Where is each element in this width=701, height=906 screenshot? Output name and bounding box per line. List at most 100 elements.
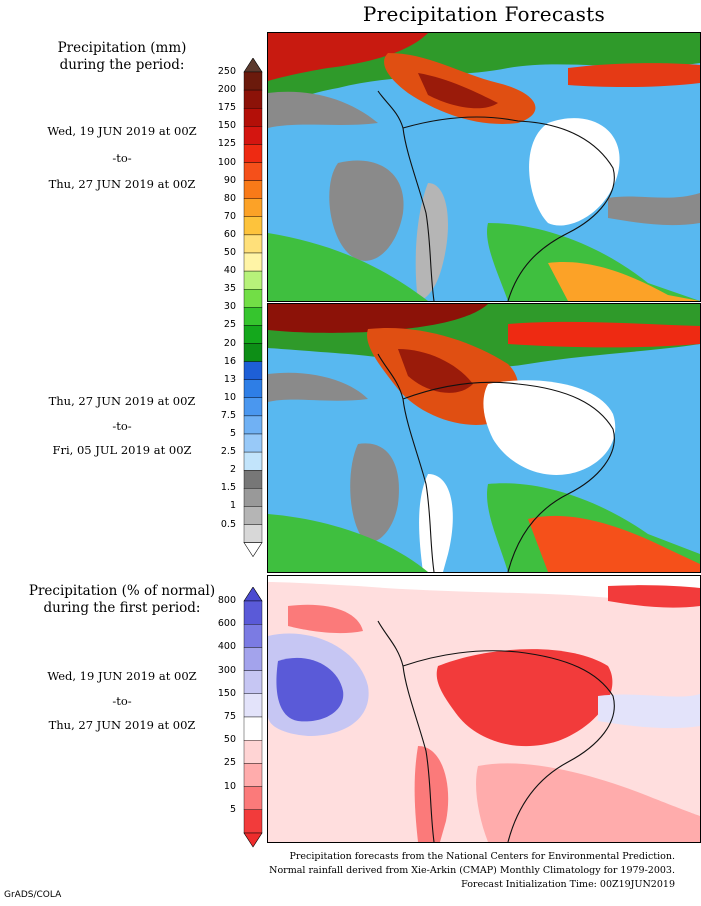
map-precip-week1 <box>267 32 701 302</box>
colorbar-tick-label: 2 <box>229 464 236 476</box>
footer-line-1: Precipitation forecasts from the Nationa… <box>289 851 676 862</box>
colorbar-swatch <box>243 89 263 109</box>
colorbar-swatch <box>243 763 263 787</box>
colorbar-pct <box>243 586 263 853</box>
colorbar-tick-label: 150 <box>217 687 236 699</box>
colorbar-swatch <box>243 670 263 694</box>
colorbar-swatch <box>243 234 263 254</box>
footer-line-2: Normal rainfall derived from Xie-Arkin (… <box>269 865 675 876</box>
colorbar-swatch <box>243 506 263 525</box>
colorbar-swatch <box>243 488 263 507</box>
colorbar-tick-label: 25 <box>223 319 236 331</box>
colorbar-tick-label: 300 <box>217 664 236 676</box>
colorbar-tick-label: 600 <box>217 618 236 630</box>
colorbar-tick-label: 800 <box>217 595 236 606</box>
colorbar-swatch <box>243 198 263 217</box>
colorbar-swatch <box>243 270 263 290</box>
map-precip-week2-svg <box>268 304 700 572</box>
colorbar-swatch <box>243 809 263 834</box>
period3-start: Wed, 19 JUN 2019 at 00Z <box>47 669 197 683</box>
colorbar-tick-label: 250 <box>217 66 236 77</box>
colorbar-tick-label: 5 <box>229 803 236 815</box>
colorbar-swatch <box>243 379 263 399</box>
colorbar-swatch <box>243 325 263 344</box>
colorbar-swatch <box>243 524 263 543</box>
colorbar-swatch <box>243 162 263 181</box>
colorbar-tick-label: 1 <box>229 500 236 512</box>
period1-sep: -to- <box>112 151 132 165</box>
colorbar-tick-label: 200 <box>217 84 236 96</box>
colorbar-swatch <box>243 361 263 380</box>
colorbar-swatch <box>243 470 263 489</box>
colorbar-tick-label: 16 <box>223 355 236 367</box>
map-precip-week2 <box>267 303 701 573</box>
colorbar-swatch <box>243 397 263 417</box>
colorbar-tick-label: 75 <box>223 711 236 722</box>
period1-start: Wed, 19 JUN 2019 at 00Z <box>47 124 197 138</box>
colorbar-swatch <box>243 433 263 453</box>
colorbar-swatch <box>243 343 263 362</box>
colorbar-tick-label: 60 <box>223 228 236 240</box>
heading-line-2: during the period: <box>59 57 185 73</box>
colorbar-tick-label: 10 <box>223 391 236 403</box>
colorbar-tick-label: 50 <box>223 734 236 746</box>
colorbar-tick-label: 7.5 <box>220 409 236 421</box>
colorbar-tick-label: 30 <box>223 301 236 313</box>
precip-amount-heading: Precipitation (mm) during the period: <box>0 40 244 74</box>
colorbar-tick-label: 125 <box>217 138 236 150</box>
colorbar-pct-svg <box>243 586 263 848</box>
precip-pct-heading: Precipitation (% of normal) during the f… <box>0 583 244 617</box>
colorbar-tick-label: 90 <box>223 174 236 186</box>
colorbar-arrow-top <box>243 57 263 73</box>
colorbar-swatch <box>243 126 263 145</box>
colorbar-swatch <box>243 307 263 326</box>
colorbar-tick-label: 50 <box>223 247 236 258</box>
colorbar-swatch <box>243 451 263 471</box>
colorbar-arrow-bottom <box>243 542 263 558</box>
colorbar-swatch <box>243 144 263 163</box>
period3-sep: -to- <box>112 694 132 708</box>
grads-credit: GrADS/COLA <box>4 890 62 900</box>
colorbar-swatch <box>243 415 263 435</box>
colorbar-swatch <box>243 693 263 718</box>
colorbar-tick-label: 40 <box>223 265 236 277</box>
footer-line-3: Forecast Initialization Time: 00Z19JUN20… <box>461 879 675 890</box>
colorbar-tick-label: 0.5 <box>220 518 236 530</box>
period3-end: Thu, 27 JUN 2019 at 00Z <box>48 718 196 732</box>
colorbar-arrow-bottom <box>243 832 263 848</box>
colorbar-swatch <box>243 252 263 272</box>
colorbar-tick-label: 13 <box>223 373 236 385</box>
colorbar-tick-label: 175 <box>217 102 236 114</box>
colorbar-swatch <box>243 600 263 625</box>
map-percent-normal-svg <box>268 576 700 842</box>
colorbar-tick-label: 5 <box>229 428 236 439</box>
colorbar-mm-svg <box>243 57 263 558</box>
map-percent-normal <box>267 575 701 843</box>
colorbar-tick-label: 100 <box>217 156 236 168</box>
colorbar-tick-label: 35 <box>223 283 236 295</box>
colorbar-swatch <box>243 216 263 236</box>
colorbar-swatch <box>243 180 263 199</box>
period2-sep: -to- <box>112 419 132 433</box>
colorbar-swatch <box>243 108 263 127</box>
colorbar-tick-label: 70 <box>223 210 236 222</box>
colorbar-tick-label: 2.5 <box>220 446 236 458</box>
colorbar-swatch <box>243 716 263 741</box>
colorbar-swatch <box>243 624 263 648</box>
map-precip-week1-svg <box>268 33 700 301</box>
page-title: Precipitation Forecasts <box>362 2 606 26</box>
colorbar-tick-label: 10 <box>223 780 236 792</box>
colorbar-swatch <box>243 786 263 811</box>
colorbar-tick-label: 1.5 <box>220 482 236 494</box>
heading-line-1: Precipitation (% of normal) <box>28 583 216 599</box>
colorbar-tick-label: 400 <box>217 641 236 653</box>
colorbar-tick-label: 25 <box>223 757 236 769</box>
colorbar-swatch <box>243 288 263 308</box>
period2-end: Fri, 05 JUL 2019 at 00Z <box>52 443 192 457</box>
period2-start: Thu, 27 JUN 2019 at 00Z <box>48 394 196 408</box>
heading-line-2: during the first period: <box>43 600 201 616</box>
colorbar-arrow-top <box>243 586 263 602</box>
period1-end: Thu, 27 JUN 2019 at 00Z <box>48 177 196 191</box>
colorbar-mm <box>243 57 263 563</box>
colorbar-swatch <box>243 71 263 91</box>
